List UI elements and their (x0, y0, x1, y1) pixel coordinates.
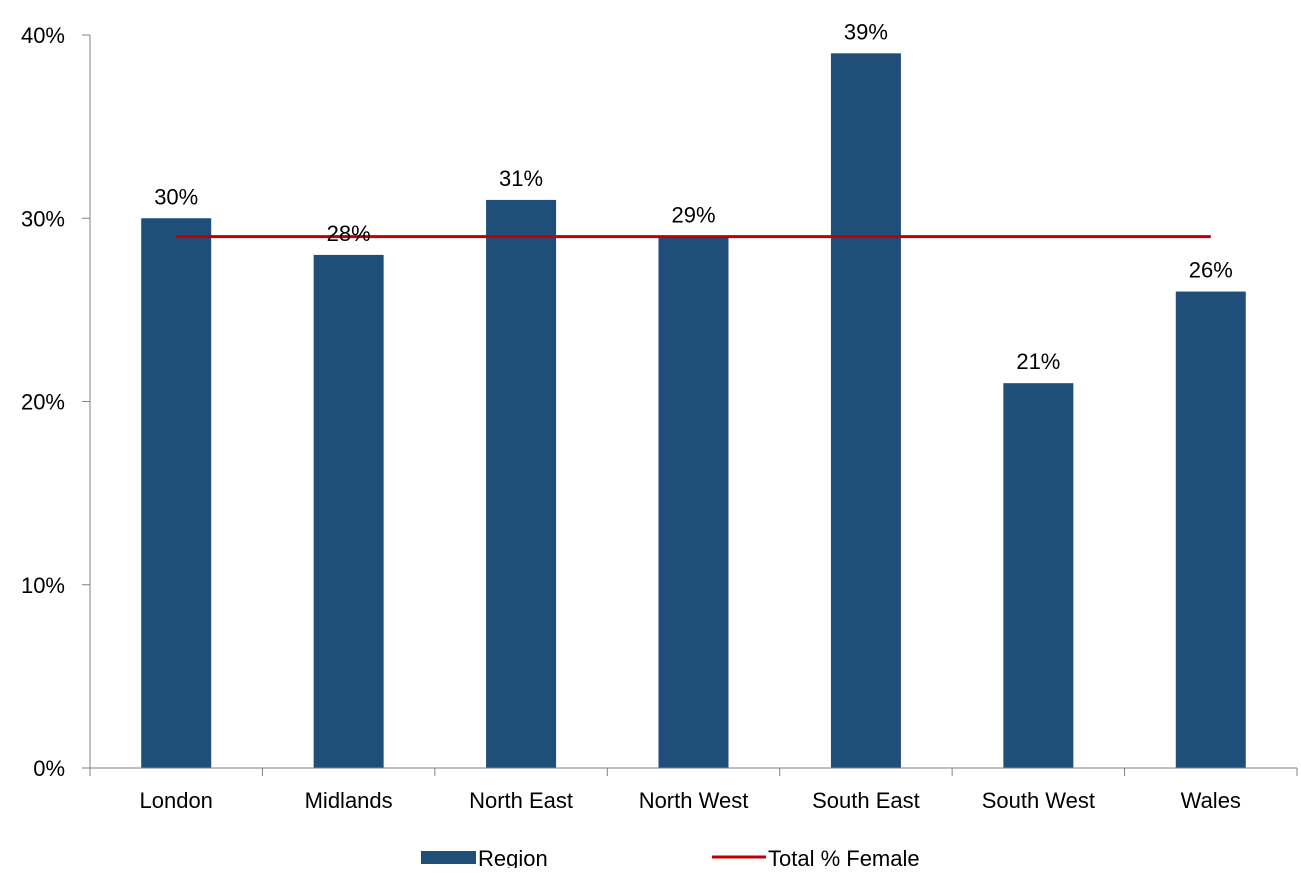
x-tick-label: North East (469, 788, 573, 813)
y-tick-label: 20% (21, 390, 65, 415)
y-tick-label: 0% (33, 756, 65, 781)
x-tick-label: North West (639, 788, 749, 813)
bar-north-west (658, 236, 729, 768)
axes-layer: 0% 10% 20% 30% 40% London Midlands North East No… (21, 23, 1298, 813)
bar-south-west (1003, 383, 1074, 768)
x-tick-label: South East (812, 788, 920, 813)
y-tick-label: 30% (21, 206, 65, 231)
data-label: 31% (499, 166, 543, 191)
data-label: 29% (671, 203, 715, 228)
data-label: 30% (154, 184, 198, 209)
data-label: 26% (1189, 258, 1233, 283)
bar-midlands (313, 254, 384, 768)
legend-label-total-female: Total % Female (768, 846, 920, 868)
x-tick-label: South West (982, 788, 1095, 813)
x-tick-label: Wales (1181, 788, 1241, 813)
labels-layer: 30% 28% 31% 29% 39% 21% 26% (154, 19, 1233, 374)
x-tick-label: Midlands (305, 788, 393, 813)
y-tick-label: 40% (21, 23, 65, 48)
legend-label-region: Region (478, 846, 548, 868)
bars-layer (141, 53, 1246, 769)
data-label: 39% (844, 19, 888, 44)
x-tick-label: London (140, 788, 213, 813)
y-tick-label: 10% (21, 573, 65, 598)
bar-south-east (830, 53, 901, 768)
bar-london (141, 218, 212, 768)
legend-swatch-region (421, 851, 476, 864)
bar-north-east (486, 199, 557, 769)
data-label: 28% (327, 221, 371, 246)
legend: Region Total % Female (421, 846, 920, 871)
data-label: 21% (1016, 349, 1060, 374)
bar-wales (1175, 291, 1246, 768)
